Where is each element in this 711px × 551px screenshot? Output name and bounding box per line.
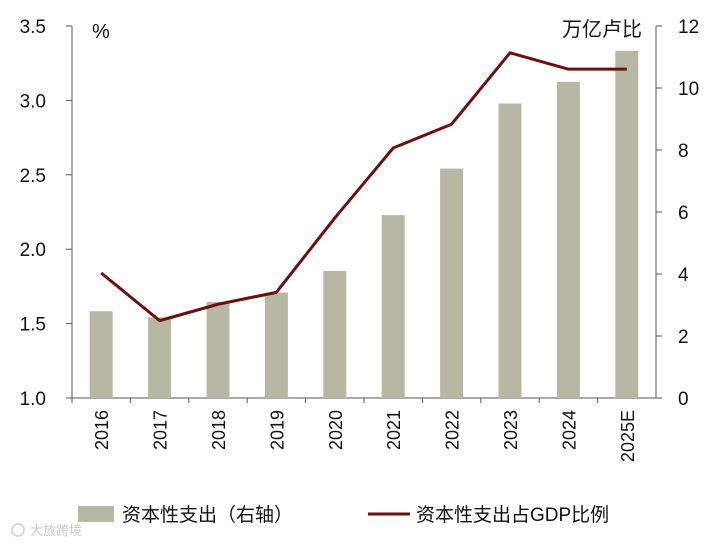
category-label-2018: 2018 xyxy=(209,410,229,450)
bar-2025E xyxy=(615,51,638,398)
legend: 资本性支出（右轴） 资本性支出占GDP比例 xyxy=(78,504,609,526)
bar-2018 xyxy=(207,302,230,398)
left-tick-label: 3.5 xyxy=(20,17,46,38)
watermark: 大放跨境 xyxy=(12,523,82,538)
left-tick-label: 3.0 xyxy=(20,91,46,112)
category-label-2016: 2016 xyxy=(92,410,112,450)
right-tick-label: 0 xyxy=(678,389,689,410)
right-tick-label: 10 xyxy=(678,79,699,100)
category-label-2025E: 2025E xyxy=(618,410,638,462)
category-label-2022: 2022 xyxy=(443,410,463,450)
left-tick-label: 2.5 xyxy=(20,166,46,187)
category-label-2017: 2017 xyxy=(151,410,171,450)
bar-2017 xyxy=(148,317,171,398)
bar-2016 xyxy=(90,311,113,398)
category-label-2021: 2021 xyxy=(384,410,404,450)
right-tick-label: 8 xyxy=(678,141,689,162)
left-tick-label: 1.0 xyxy=(20,389,46,410)
bar-series xyxy=(90,51,639,398)
watermark-text: 大放跨境 xyxy=(30,523,82,538)
right-tick-label: 6 xyxy=(678,203,689,224)
left-axis-ticks: 1.0 1.5 2.0 2.5 3.0 3.5 xyxy=(20,17,72,410)
right-axis-ticks: 0 2 4 6 8 10 12 xyxy=(656,17,699,410)
right-tick-label: 4 xyxy=(678,265,689,286)
bar-2023 xyxy=(499,104,522,399)
watermark-logo-icon xyxy=(12,524,24,536)
legend-bar-label: 资本性支出（右轴） xyxy=(122,504,293,526)
right-tick-label: 12 xyxy=(678,17,699,38)
bar-2024 xyxy=(557,82,580,398)
right-tick-label: 2 xyxy=(678,327,689,348)
legend-line-label: 资本性支出占GDP比例 xyxy=(416,504,609,526)
category-labels: 2016 2017 2018 2019 2020 2021 2022 2023 2024 2025… xyxy=(72,398,638,462)
category-label-2023: 2023 xyxy=(501,410,521,450)
category-label-2020: 2020 xyxy=(326,410,346,450)
line-path xyxy=(101,53,627,321)
left-axis-unit-label: % xyxy=(92,21,110,43)
right-axis-unit-label: 万亿卢比 xyxy=(562,18,642,41)
category-label-2019: 2019 xyxy=(267,410,287,450)
bar-2021 xyxy=(382,215,405,398)
left-tick-label: 1.5 xyxy=(20,315,46,336)
line-series xyxy=(101,53,627,321)
bar-2019 xyxy=(265,293,288,398)
legend-bar-swatch xyxy=(78,506,114,522)
left-tick-label: 2.0 xyxy=(20,240,46,261)
bar-2020 xyxy=(323,271,346,398)
bar-2022 xyxy=(440,169,463,398)
category-label-2024: 2024 xyxy=(559,410,579,450)
